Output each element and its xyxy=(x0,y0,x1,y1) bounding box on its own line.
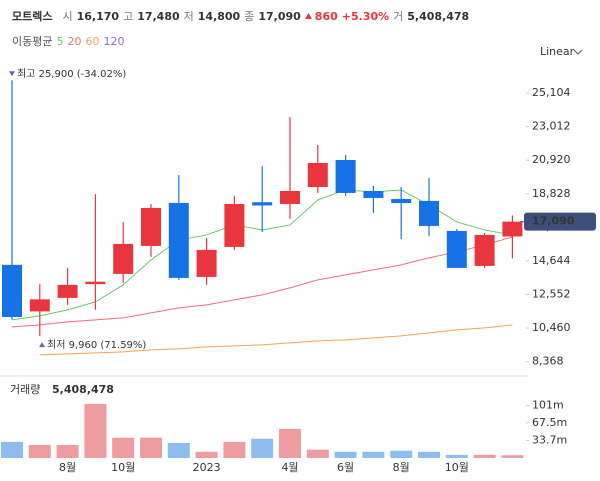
y-tick-label: 18,828 xyxy=(532,187,571,200)
volume-bar xyxy=(251,438,274,458)
volume-bar xyxy=(418,451,440,458)
change: 860 xyxy=(314,9,338,23)
x-tick-label: 10월 xyxy=(111,461,135,474)
x-tick-label: 8월 xyxy=(59,461,76,474)
volume-bar xyxy=(390,450,413,458)
candle-body xyxy=(391,199,412,204)
up-arrow xyxy=(304,13,312,19)
volume-bar xyxy=(501,455,524,458)
scale-toggle[interactable]: Linear xyxy=(540,45,575,58)
ma-label: 이동평균 xyxy=(12,35,53,48)
candle-body xyxy=(29,299,50,312)
candle-body xyxy=(335,159,356,193)
open-value: 16,170 xyxy=(76,9,120,23)
candle-body xyxy=(85,281,106,285)
legend-entry: 120 xyxy=(103,34,125,48)
high-label: 고 xyxy=(123,10,134,23)
legend-entry: 5 xyxy=(56,34,64,48)
candle-body xyxy=(252,202,273,206)
max-annotation: 최고 25,900 (-34.02%) xyxy=(17,68,126,80)
volume-bar xyxy=(334,451,357,458)
candle-body xyxy=(280,190,300,204)
candle-body xyxy=(57,284,78,298)
ma-line xyxy=(39,324,513,356)
last-price-label: 17,090 xyxy=(532,215,575,228)
volume-bar xyxy=(140,437,162,458)
x-tick-label: 2023 xyxy=(193,461,221,474)
volume-bar xyxy=(1,441,23,458)
volume-bar xyxy=(28,445,51,458)
scale-chevron[interactable] xyxy=(573,49,583,55)
volume-bar xyxy=(112,437,135,458)
last-price-badge xyxy=(524,212,596,231)
volume-tick-label: 101m xyxy=(532,398,564,411)
candle-body xyxy=(2,264,22,318)
y-tick-label: 8,368 xyxy=(532,355,564,368)
volume-current: 5,408,478 xyxy=(52,383,114,396)
y-tick-label: 25,104 xyxy=(532,86,571,99)
stock-name: 모트렉스 xyxy=(12,10,53,23)
candle-body xyxy=(446,230,467,268)
volume-bar xyxy=(84,403,107,458)
candle-body xyxy=(307,162,328,187)
candle-body xyxy=(141,207,161,246)
y-tick-label: 10,460 xyxy=(532,321,571,334)
max-marker xyxy=(9,71,15,77)
high-value: 17,480 xyxy=(137,9,180,23)
volume-bar xyxy=(306,449,329,458)
volume-value: 5,408,478 xyxy=(407,9,470,23)
volume-label: 거 xyxy=(393,10,404,23)
candle-body xyxy=(168,202,189,278)
close-value: 17,090 xyxy=(258,9,301,23)
candle-body xyxy=(224,203,245,247)
volume-tick-label: 67.5m xyxy=(532,416,567,429)
volume-bar xyxy=(195,451,218,458)
y-tick-label: 14,644 xyxy=(532,254,571,267)
volume-title: 거래량 xyxy=(10,383,40,396)
y-tick-label: 12,552 xyxy=(532,288,571,301)
change-pct: +5.30% xyxy=(341,9,390,23)
low-value: 14,800 xyxy=(197,9,241,23)
x-tick-label: 10월 xyxy=(445,461,469,474)
candle-body xyxy=(196,249,217,277)
candle-body xyxy=(363,190,384,198)
volume-bar xyxy=(223,441,246,458)
min-annotation: 최저 9,960 (71.59%) xyxy=(47,339,146,351)
candle-body xyxy=(113,243,134,274)
volume-bar xyxy=(362,451,385,458)
volume-bar xyxy=(167,442,190,458)
y-tick-label: 23,012 xyxy=(532,120,571,133)
x-tick-label: 6월 xyxy=(337,461,354,474)
quote-header: 모트렉스 시 16,170 고 17,480 저 14,800 종 17,090 860… xyxy=(12,8,473,24)
candle-body xyxy=(502,221,523,237)
ma-line xyxy=(11,236,513,328)
y-tick-label: 20,920 xyxy=(532,153,571,166)
legend-entry: 60 xyxy=(85,34,100,48)
volume-tick-label: 33.7m xyxy=(532,433,567,446)
open-label: 시 xyxy=(62,10,73,23)
low-label: 저 xyxy=(183,10,194,23)
volume-bar xyxy=(56,445,79,458)
min-marker xyxy=(39,342,45,348)
candle-body xyxy=(419,200,439,226)
volume-bar xyxy=(473,454,496,458)
candle-body xyxy=(474,234,495,266)
volume-bar xyxy=(279,428,301,458)
ma-legend: 이동평균 5 20 60 120 xyxy=(12,33,128,49)
x-tick-label: 4월 xyxy=(281,461,298,474)
x-tick-label: 8월 xyxy=(393,461,410,474)
close-label: 종 xyxy=(244,10,255,23)
volume-bar xyxy=(445,454,468,458)
legend-entry: 20 xyxy=(67,34,82,48)
